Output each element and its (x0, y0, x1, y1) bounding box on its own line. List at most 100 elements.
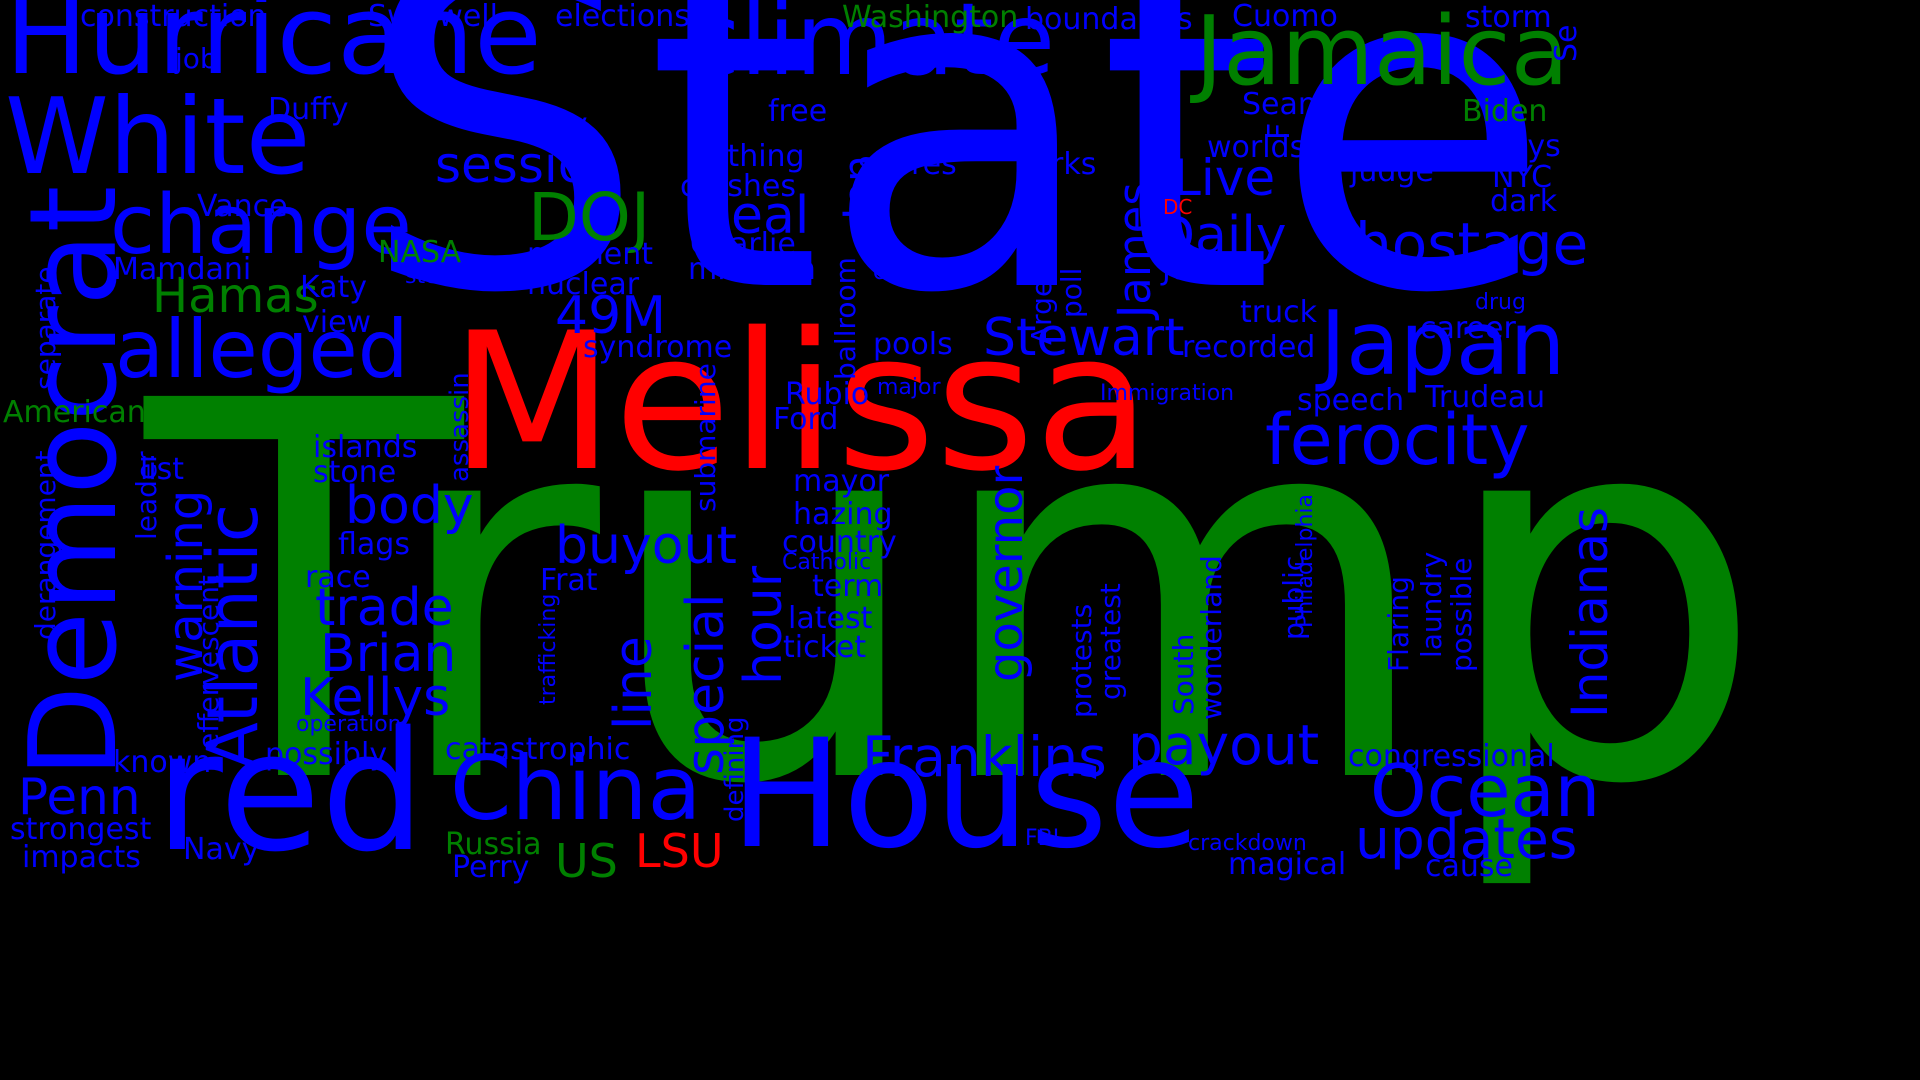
word-melissa: Melissa (450, 292, 1151, 513)
word-leader: leader (130, 451, 163, 540)
word-strongest: strongest (10, 812, 152, 847)
word-ford: Ford (773, 402, 839, 437)
word-franklins: Franklins (862, 725, 1107, 789)
word-alleged: alleged (115, 303, 409, 396)
word-ticket: ticket (783, 630, 867, 665)
word-protests: protests (1065, 603, 1098, 718)
word-se: Se (1549, 24, 1584, 63)
word-shores: shores (858, 147, 957, 182)
word-nasa: NASA (378, 235, 462, 270)
word-term: term (812, 569, 884, 604)
word-free: free (768, 94, 828, 129)
word-congressional: congressional (1348, 739, 1555, 774)
word-boundaries: boundaries (1025, 2, 1193, 37)
word-judge: judge (1350, 154, 1434, 189)
word-ocean: Ocean (1370, 749, 1601, 833)
word-live: Live (1173, 149, 1276, 207)
word-change: change (110, 178, 412, 273)
word-lsu: LSU (635, 824, 724, 878)
word-governor: governor (978, 465, 1034, 682)
word-updates: updates (1355, 807, 1578, 871)
word-indianas: Indianas (1561, 506, 1619, 718)
word-rubio: Rubio (785, 377, 870, 412)
word-trudeau: Trudeau (1425, 380, 1546, 415)
word-trade: trade (315, 578, 454, 638)
word-hurricane: Hurricane (5, 0, 542, 99)
word-south: South (1167, 633, 1200, 715)
word-islands: islands (313, 430, 418, 465)
word-key: key (535, 107, 588, 142)
word-fbi: FBI (1025, 826, 1060, 851)
word-bathing: bathing (690, 139, 805, 174)
word-view: view (302, 305, 372, 340)
word-fear: fear (1160, 40, 1204, 65)
word-mamdani: Mamdani (113, 252, 252, 287)
word-career: career (1420, 311, 1516, 346)
word-payout: payout (1128, 713, 1320, 777)
word-assassin: assassin (445, 372, 475, 482)
word-49m: 49M (555, 286, 667, 346)
word-red: red (155, 696, 426, 888)
word-possibly: possibly (265, 737, 388, 772)
word-china: China (450, 737, 702, 840)
word-session: session (435, 136, 621, 194)
word-laundry: laundry (1415, 551, 1448, 658)
word-cause: cause (1425, 849, 1513, 884)
word-ferocity: ferocity (1265, 399, 1530, 481)
word-navy: Navy (183, 832, 260, 867)
word-japan: Japan (1320, 292, 1566, 395)
word-stokes: stokes (405, 264, 476, 289)
word-possible: possible (1445, 557, 1478, 672)
word-job: job (175, 42, 218, 75)
word-climate: climate (685, 0, 1055, 98)
word-days: days (1490, 129, 1561, 164)
word-effervescent: effervescent (192, 575, 225, 750)
word-state: State (360, 0, 1552, 392)
word-truck: truck (1240, 295, 1317, 330)
word-hazing: hazing (793, 497, 893, 532)
word-nyc: NYC (1492, 160, 1553, 195)
word-greatest: greatest (1094, 583, 1127, 700)
word-race: race (305, 560, 371, 595)
word-hostage: hostage (1355, 210, 1589, 278)
word-hour: hour (734, 565, 794, 685)
word-body: body (345, 476, 474, 536)
word-ballroom: ballroom (829, 257, 862, 380)
word-doj: DOJ (528, 179, 651, 256)
word-dark: dark (1490, 184, 1558, 219)
word-major: major (877, 375, 941, 400)
word-justin: Justin (1162, 252, 1245, 287)
word-trafficking: trafficking (536, 593, 561, 705)
word-stewart: Stewart (983, 308, 1185, 368)
word-daily: Daily (1155, 206, 1287, 266)
word-russia: Russia (445, 827, 542, 862)
word-katy: Katy (300, 270, 368, 305)
word-nuclear: nuclear (527, 267, 640, 302)
word-poll: poll (1055, 267, 1088, 318)
word-wonderland: wonderland (1195, 555, 1228, 720)
word-deal: deal (698, 186, 810, 246)
word-hamas: Hamas (152, 268, 319, 324)
word-buyout: buyout (555, 516, 737, 576)
word-dc: DC (1163, 195, 1193, 219)
word-perry: Perry (452, 850, 530, 885)
word-speech: speech (1297, 383, 1405, 418)
word-flags: flags (338, 527, 410, 562)
word-frat: Frat (540, 563, 598, 598)
word-midterm: midterm (688, 252, 816, 287)
word-latest: latest (788, 601, 873, 636)
word-penn: Penn (18, 768, 141, 826)
word-catastrophic: catastrophic (445, 732, 631, 767)
word-derangement: derangement (29, 450, 62, 640)
word-crashes: crashes (680, 169, 796, 204)
word-flaring: Flaring (1382, 576, 1415, 672)
word-vance: Vance (197, 189, 288, 224)
word-us: US (555, 834, 618, 888)
word-james: James (1108, 182, 1161, 318)
word-philadelphia: Philadelphia (1293, 493, 1318, 628)
word-submarine: submarine (689, 363, 722, 512)
word-storm: storm (1465, 0, 1552, 35)
word-biden: Biden (1462, 94, 1548, 129)
word-separate: separate (29, 266, 62, 390)
